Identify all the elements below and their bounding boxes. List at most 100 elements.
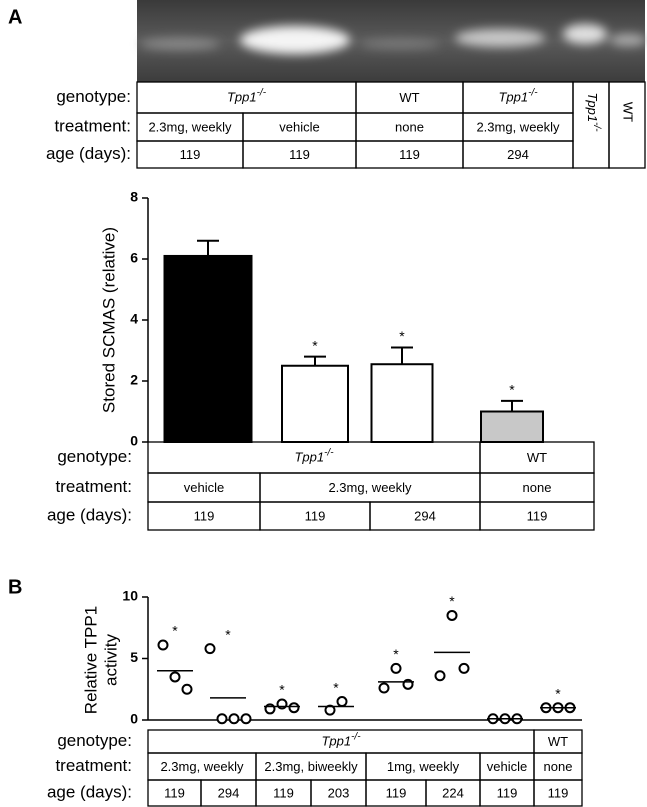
cell-text: none — [395, 119, 424, 134]
data-point — [288, 702, 300, 714]
cell-text: 119 — [273, 785, 294, 800]
significance-mark: * — [312, 337, 318, 353]
significance-mark: * — [333, 679, 339, 695]
cell-text: 294 — [218, 785, 240, 800]
bar — [370, 363, 434, 444]
significance-mark: * — [509, 382, 515, 398]
cell-text: 203 — [328, 785, 350, 800]
row-label: treatment: — [55, 477, 132, 496]
data-point — [324, 704, 336, 716]
data-point — [157, 639, 169, 651]
cell-text-sup: -/- — [591, 122, 602, 132]
row-label: treatment: — [54, 116, 131, 135]
data-point — [458, 662, 470, 674]
cell-text: vehicle — [487, 759, 527, 774]
y-tick-label: 6 — [130, 250, 138, 266]
row-label: age (days): — [46, 144, 131, 163]
row-label: genotype: — [57, 447, 132, 466]
cell-text: none — [523, 480, 552, 495]
cell-text: 2.3mg, weekly — [476, 119, 560, 134]
cell-text-main: Tpp1 — [321, 734, 351, 749]
cell-text: 119 — [305, 508, 326, 523]
cell-text: vehicle — [279, 119, 319, 134]
significance-mark: * — [449, 593, 455, 609]
significance-mark: * — [279, 682, 285, 698]
cell-text: 2.3mg, biweekly — [264, 759, 358, 774]
panel-label: B — [8, 576, 22, 598]
cell-text: WT — [527, 450, 547, 465]
panel-label: A — [8, 6, 22, 28]
table-cell — [479, 501, 595, 531]
cell-text: 119 — [497, 785, 518, 800]
row-label: genotype: — [57, 731, 132, 750]
cell-text-main: Tpp1 — [498, 90, 528, 105]
cell-text: 119 — [194, 508, 215, 523]
y-axis-label: activity — [101, 634, 120, 686]
significance-mark: * — [393, 646, 399, 662]
table-cell — [608, 81, 646, 169]
cell-text-main: Tpp1 — [294, 450, 324, 465]
y-tick-label: 4 — [130, 311, 138, 327]
cell-text-main: Tpp1 — [585, 92, 600, 122]
data-point — [240, 713, 252, 725]
y-tick-label: 5 — [130, 649, 138, 665]
cell-text: 294 — [414, 508, 436, 523]
row-label: treatment: — [55, 756, 132, 775]
cell-text: 2.3mg, weekly — [160, 759, 244, 774]
cell-text-sup: -/- — [528, 87, 538, 98]
cell-text: Tpp1-/- — [321, 731, 361, 749]
data-point — [228, 713, 240, 725]
cell-text-sup: -/- — [324, 447, 334, 458]
data-point — [390, 662, 402, 674]
cell-text: 119 — [386, 785, 407, 800]
cell-text: Tpp1-/- — [498, 87, 538, 105]
table-cell — [533, 779, 583, 807]
significance-mark: * — [225, 626, 231, 642]
cell-text: 119 — [399, 147, 420, 162]
cell-text: 119 — [180, 147, 201, 162]
data-point — [204, 643, 216, 655]
data-point — [336, 696, 348, 708]
significance-mark: * — [172, 623, 178, 639]
cell-text: WT — [399, 90, 419, 105]
cell-text: none — [544, 759, 573, 774]
y-tick-label: 2 — [130, 372, 138, 388]
data-point — [216, 713, 228, 725]
y-tick-label: 0 — [130, 711, 138, 727]
cell-text: WT — [548, 734, 568, 749]
y-tick-label: 8 — [130, 189, 138, 205]
cell-text: vehicle — [184, 480, 224, 495]
y-axis-label: Stored SCMAS (relative) — [99, 227, 118, 413]
cell-text: 224 — [442, 785, 464, 800]
gel-image — [137, 0, 646, 82]
data-point — [378, 682, 390, 694]
bar — [163, 254, 253, 443]
cell-text-sup: -/- — [257, 87, 267, 98]
data-point — [446, 609, 458, 621]
y-tick-label: 10 — [122, 588, 138, 604]
y-axis-label: Relative TPP1 — [81, 606, 100, 714]
bar — [281, 364, 349, 443]
data-point — [181, 683, 193, 695]
cell-text: Tpp1-/- — [585, 92, 603, 132]
cell-text: 119 — [527, 508, 548, 523]
cell-text: WT — [621, 102, 636, 122]
cell-text: Tpp1-/- — [294, 447, 334, 465]
cell-text: 119 — [289, 147, 310, 162]
y-tick-label: 0 — [130, 433, 138, 449]
bar — [480, 410, 544, 443]
cell-text: 294 — [507, 147, 529, 162]
significance-mark: * — [399, 328, 405, 344]
cell-text: 1mg, weekly — [387, 759, 460, 774]
data-point — [169, 671, 181, 683]
cell-text: 119 — [164, 785, 185, 800]
row-label: age (days): — [47, 505, 132, 524]
cell-text: 2.3mg, weekly — [328, 480, 412, 495]
cell-text-main: Tpp1 — [227, 90, 257, 105]
cell-text: 119 — [548, 785, 569, 800]
significance-mark: * — [555, 685, 561, 701]
cell-text: Tpp1-/- — [227, 87, 267, 105]
row-label: genotype: — [56, 87, 131, 106]
